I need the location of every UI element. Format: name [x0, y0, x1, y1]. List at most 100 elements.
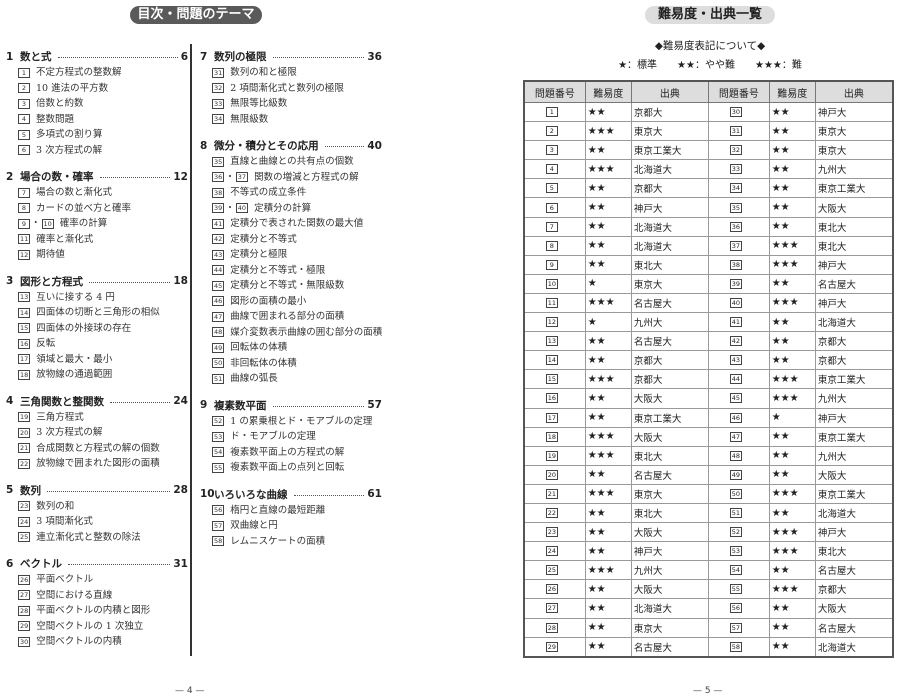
toc-item[interactable]: 27 空間における直線: [6, 588, 188, 604]
toc-item[interactable]: 49 回転体の体積: [200, 340, 382, 356]
toc-item[interactable]: 4 整数問題: [6, 112, 188, 128]
toc-item[interactable]: 17 領域と最大・最小: [6, 352, 188, 368]
toc-item[interactable]: 41 定積分で表された関数の最大値: [200, 216, 382, 232]
toc-item[interactable]: 56 楕円と直線の最短距離: [200, 503, 382, 519]
column-header: 出典: [630, 80, 709, 103]
section-heading[interactable]: 2 場合の数・確率 12: [6, 168, 188, 185]
toc-item[interactable]: 2 10 進法の平方数: [6, 81, 188, 97]
toc-item[interactable]: 3 倍数と約数: [6, 96, 188, 112]
toc-item[interactable]: 24 3 項間漸化式: [6, 514, 188, 530]
problem-number-box: 53: [212, 431, 225, 442]
toc-item-text: 双曲線と円: [230, 520, 278, 531]
toc-item-text: 数列の和: [36, 500, 75, 512]
section-heading[interactable]: 5 数列 28: [6, 482, 188, 499]
source-cell: 東京大: [630, 273, 709, 294]
toc-item[interactable]: 21 合成関数と方程式の解の個数: [6, 441, 188, 457]
toc-item[interactable]: 54 複素数平面上の方程式の解: [200, 445, 382, 461]
table-row: 13 ★★ 名古屋大 42 ★★ 京都大: [523, 331, 894, 352]
section-heading[interactable]: 3 図形と方程式 18: [6, 273, 188, 290]
problem-number-box: 13: [18, 292, 31, 302]
dot-leader: [47, 490, 171, 492]
table-row: 15 ★★★ 京都大 44 ★★★ 東京工業大: [523, 369, 894, 390]
toc-item[interactable]: 33 無限等比級数: [200, 96, 382, 112]
toc-item[interactable]: 25 連立漸化式と整数の除法: [6, 530, 188, 546]
difficulty-cell: ★★★: [584, 445, 632, 466]
toc-item[interactable]: 46 図形の面積の最小: [200, 294, 382, 310]
toc-item[interactable]: 35 直線と曲線との共有点の個数: [200, 154, 382, 170]
toc-item[interactable]: 48 媒介変数表示曲線の囲む部分の面積: [200, 325, 382, 341]
toc-item-text: 連立漸化式と整数の除法: [36, 531, 141, 543]
difficulty-cell: ★★: [768, 617, 816, 638]
problem-number-box: 1: [18, 67, 30, 78]
toc-item[interactable]: 58 レムニスケートの面積: [200, 534, 382, 550]
toc-item[interactable]: 29 空間ベクトルの 1 次独立: [6, 619, 188, 635]
toc-item[interactable]: 19 三角方程式: [6, 410, 188, 426]
toc-item[interactable]: 9 ・ 10 確率の計算: [6, 216, 188, 232]
toc-item[interactable]: 42 定積分と不等式: [200, 232, 382, 248]
toc-item[interactable]: 13 互いに接する 4 円: [6, 290, 188, 306]
toc-item[interactable]: 47 曲線で囲まれる部分の面積: [200, 309, 382, 325]
section-heading[interactable]: 10 いろいろな曲線 61: [200, 486, 382, 503]
table-row: 3 ★★ 東京工業大 32 ★★ 東京大: [523, 140, 894, 161]
toc-item[interactable]: 1 不定方程式の整数解: [6, 65, 188, 81]
toc-item[interactable]: 36 ・ 37 関数の増減と方程式の解: [200, 170, 382, 186]
toc-item[interactable]: 18 放物線の通過範囲: [6, 367, 188, 383]
toc-item[interactable]: 32 2 項間漸化式と数列の極限: [200, 81, 382, 97]
problem-number-box: 20: [18, 427, 31, 438]
toc-item[interactable]: 31 数列の和と極限: [200, 65, 382, 81]
toc-item[interactable]: 44 定積分と不等式・極限: [200, 263, 382, 279]
toc-item-text: レムニスケートの面積: [230, 535, 326, 547]
toc-item[interactable]: 8 カードの並べ方と確率: [6, 201, 188, 217]
problem-number-box: 48: [212, 327, 225, 337]
dot-leader: [324, 146, 365, 147]
difficulty-cell: ★★: [768, 159, 816, 180]
toc-item[interactable]: 53 ド・モアブルの定理: [200, 429, 382, 445]
toc-item[interactable]: 11 確率と漸化式: [6, 232, 188, 248]
toc-item[interactable]: 14 四面体の切断と三角形の相似: [6, 305, 188, 321]
toc-item[interactable]: 26 平面ベクトル: [6, 572, 188, 588]
section-heading[interactable]: 8 微分・積分とその応用 40: [200, 137, 382, 154]
source-cell: 京都大: [814, 579, 894, 600]
toc-item[interactable]: 7 場合の数と漸化式: [6, 185, 188, 201]
toc-item[interactable]: 15 四面体の外接球の存在: [6, 321, 188, 337]
toc-item[interactable]: 20 3 次方程式の解: [6, 425, 188, 441]
toc-item-text: 定積分と不等式・極限: [230, 264, 326, 276]
difficulty-cell: ★★: [584, 197, 632, 218]
toc-item[interactable]: 38 不等式の成立条件: [200, 185, 382, 201]
toc-item[interactable]: 30 空間ベクトルの内積: [6, 634, 188, 650]
toc-item[interactable]: 12 期待値: [6, 247, 188, 263]
toc-item[interactable]: 43 定積分と極限: [200, 247, 382, 263]
problem-number-cell: 25: [523, 560, 586, 581]
section-heading[interactable]: 6 ベクトル 31: [6, 555, 188, 572]
toc-item[interactable]: 23 数列の和: [6, 499, 188, 515]
toc-item[interactable]: 45 定積分と不等式・無限級数: [200, 278, 382, 294]
problem-number-box: 47: [212, 311, 225, 322]
source-cell: 九州大: [630, 560, 709, 581]
toc-item[interactable]: 52 1 の累乗根とド・モアブルの定理: [200, 414, 382, 430]
toc-item[interactable]: 55 複素数平面上の点列と回転: [200, 460, 382, 476]
column-divider: [190, 44, 192, 656]
source-cell: 東北大: [814, 235, 894, 256]
problem-number-cell: 6: [523, 197, 586, 218]
toc-item[interactable]: 5 多項式の割り算: [6, 127, 188, 143]
source-cell: 京都大: [630, 178, 709, 199]
section-heading[interactable]: 7 数列の極限 36: [200, 48, 382, 65]
toc-item[interactable]: 57 双曲線と円: [200, 518, 382, 534]
toc-item[interactable]: 22 放物線で囲まれた図形の面積: [6, 456, 188, 472]
section-heading[interactable]: 4 三角関数と整関数 24: [6, 393, 188, 410]
toc-item[interactable]: 51 曲線の弧長: [200, 371, 382, 387]
toc-item[interactable]: 6 3 次方程式の解: [6, 143, 188, 159]
section-heading[interactable]: 9 複素数平面 57: [200, 397, 382, 414]
toc-item[interactable]: 16 反転: [6, 336, 188, 352]
toc-item[interactable]: 28 平面ベクトルの内積と図形: [6, 603, 188, 619]
dot-leader: [57, 57, 178, 58]
source-cell: 大阪大: [814, 598, 894, 619]
problem-number-cell: 7: [523, 216, 586, 237]
toc-item-text: ド・モアブルの定理: [230, 431, 316, 442]
toc-item[interactable]: 34 無限級数: [200, 112, 382, 128]
source-cell: 京都大: [814, 350, 894, 371]
toc-item[interactable]: 39 ・ 40 定積分の計算: [200, 201, 382, 217]
toc-item[interactable]: 50 非回転体の体積: [200, 356, 382, 372]
section-heading[interactable]: 1 数と式 6: [6, 48, 188, 65]
table-row: 20 ★★ 名古屋大 49 ★★ 大阪大: [523, 464, 894, 485]
